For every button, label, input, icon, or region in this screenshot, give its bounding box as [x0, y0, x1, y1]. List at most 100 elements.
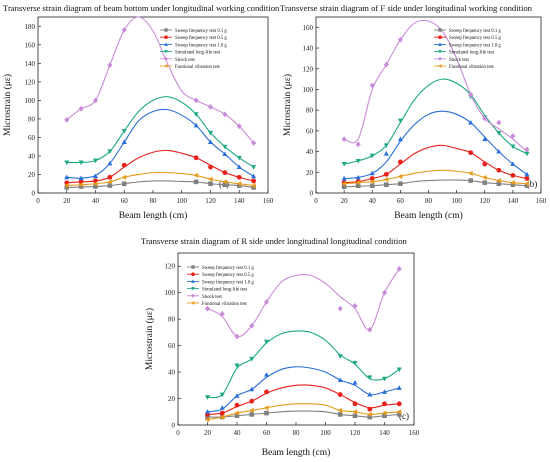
x-tick-label: 0: [176, 429, 180, 437]
x-tick-label: 40: [234, 429, 242, 437]
series-line: [207, 330, 400, 399]
series-4: [204, 266, 402, 340]
data-point: [219, 405, 225, 410]
data-point: [524, 171, 530, 177]
data-point: [482, 161, 488, 167]
data-point: [367, 326, 373, 333]
y-tick-label: 100: [25, 97, 36, 105]
data-point: [510, 161, 516, 166]
series-1: [64, 149, 257, 186]
series-0: [341, 178, 530, 190]
data-point: [78, 160, 84, 166]
data-point: [397, 173, 403, 179]
chart-panel-c: Transverse strain diagram of R side unde…: [141, 236, 420, 458]
y-tick-label: 20: [28, 171, 36, 179]
data-point: [249, 322, 255, 329]
data-point: [341, 181, 347, 187]
data-point: [524, 151, 530, 157]
data-point: [369, 82, 375, 89]
legend-marker: [164, 28, 168, 32]
legend: Sweep frequency test 0.1 g Sweep frequenc…: [187, 265, 254, 307]
data-point: [482, 136, 488, 142]
data-point: [193, 97, 199, 104]
x-tick-label: 0: [314, 197, 318, 205]
data-point: [249, 412, 255, 417]
data-point: [352, 401, 358, 407]
legend-marker: [438, 28, 442, 32]
series-line: [66, 108, 254, 179]
series-3: [204, 330, 402, 400]
data-point: [367, 391, 373, 397]
data-point: [524, 181, 529, 187]
data-point: [207, 176, 213, 182]
data-point: [121, 181, 127, 187]
legend: Sweep frequency test 0.1 g Sweep frequenc…: [434, 28, 501, 70]
data-point: [78, 175, 84, 181]
series-2: [341, 110, 530, 181]
legend-label: Sweep frequency test 0.1 g: [449, 29, 501, 34]
legend-label: Sweep frequency test 0.5 g: [202, 273, 254, 278]
data-point: [121, 139, 127, 145]
data-point: [208, 164, 213, 170]
data-point: [381, 389, 388, 394]
data-point: [249, 386, 255, 392]
y-tick-label: 120: [25, 78, 36, 86]
plot-area: [37, 16, 269, 194]
data-point: [121, 27, 127, 33]
data-point: [355, 158, 361, 164]
data-point: [397, 159, 403, 165]
x-tick-label: 120: [205, 197, 216, 205]
legend-marker: [191, 279, 195, 283]
legend-label: Sweep frequency test 1.0 g: [202, 280, 254, 285]
data-point: [264, 410, 269, 416]
x-tick-label: 140: [508, 197, 519, 205]
data-point: [219, 392, 225, 398]
data-point: [352, 413, 358, 419]
x-tick-label: 160: [263, 197, 274, 205]
data-point: [341, 175, 347, 181]
data-point: [107, 149, 113, 154]
plot-area: [177, 252, 415, 426]
legend-label: Funtional vibration test: [175, 65, 220, 70]
x-tick-label: 0: [36, 197, 40, 205]
data-point: [510, 144, 516, 150]
series-2: [64, 108, 257, 181]
legend-label: Simulated long-life test: [449, 51, 495, 56]
data-point: [383, 171, 389, 177]
y-tick-label: 120: [303, 65, 314, 73]
legend-marker: [191, 272, 195, 277]
data-point: [193, 122, 199, 128]
x-tick-label: 100: [320, 429, 331, 437]
legend-marker: [164, 42, 168, 46]
x-tick-label: 120: [350, 429, 361, 437]
data-point: [263, 339, 270, 345]
series-line: [344, 110, 528, 180]
legend-label: Sweep frequency test 0.1 g: [175, 29, 227, 34]
y-tick-label: 140: [25, 60, 36, 68]
data-point: [341, 136, 347, 143]
data-point: [367, 406, 373, 412]
series-1: [205, 384, 402, 417]
legend-label: Sweep frequency test 0.1 g: [202, 266, 254, 271]
data-point: [222, 151, 228, 157]
data-point: [396, 266, 402, 272]
legend-marker: [164, 64, 168, 68]
data-point: [234, 402, 240, 408]
series-4: [341, 19, 530, 153]
chart-panel-a: Transverse strain diagram of beam bottom…: [2, 3, 280, 221]
y-axis-label: Microstrain (με): [144, 308, 155, 370]
data-point: [204, 395, 211, 400]
y-tick-label: 100: [303, 86, 314, 94]
x-tick-label: 20: [341, 197, 349, 205]
data-point: [263, 405, 269, 411]
x-tick-label: 20: [204, 429, 212, 437]
data-point: [107, 179, 112, 185]
data-point: [524, 176, 530, 181]
data-point: [249, 407, 254, 413]
x-axis-label: Beam length (cm): [394, 210, 463, 221]
data-point: [193, 155, 199, 161]
y-tick-label: 0: [310, 190, 314, 198]
data-point: [64, 174, 70, 180]
data-point: [482, 174, 487, 181]
data-point: [482, 180, 488, 185]
